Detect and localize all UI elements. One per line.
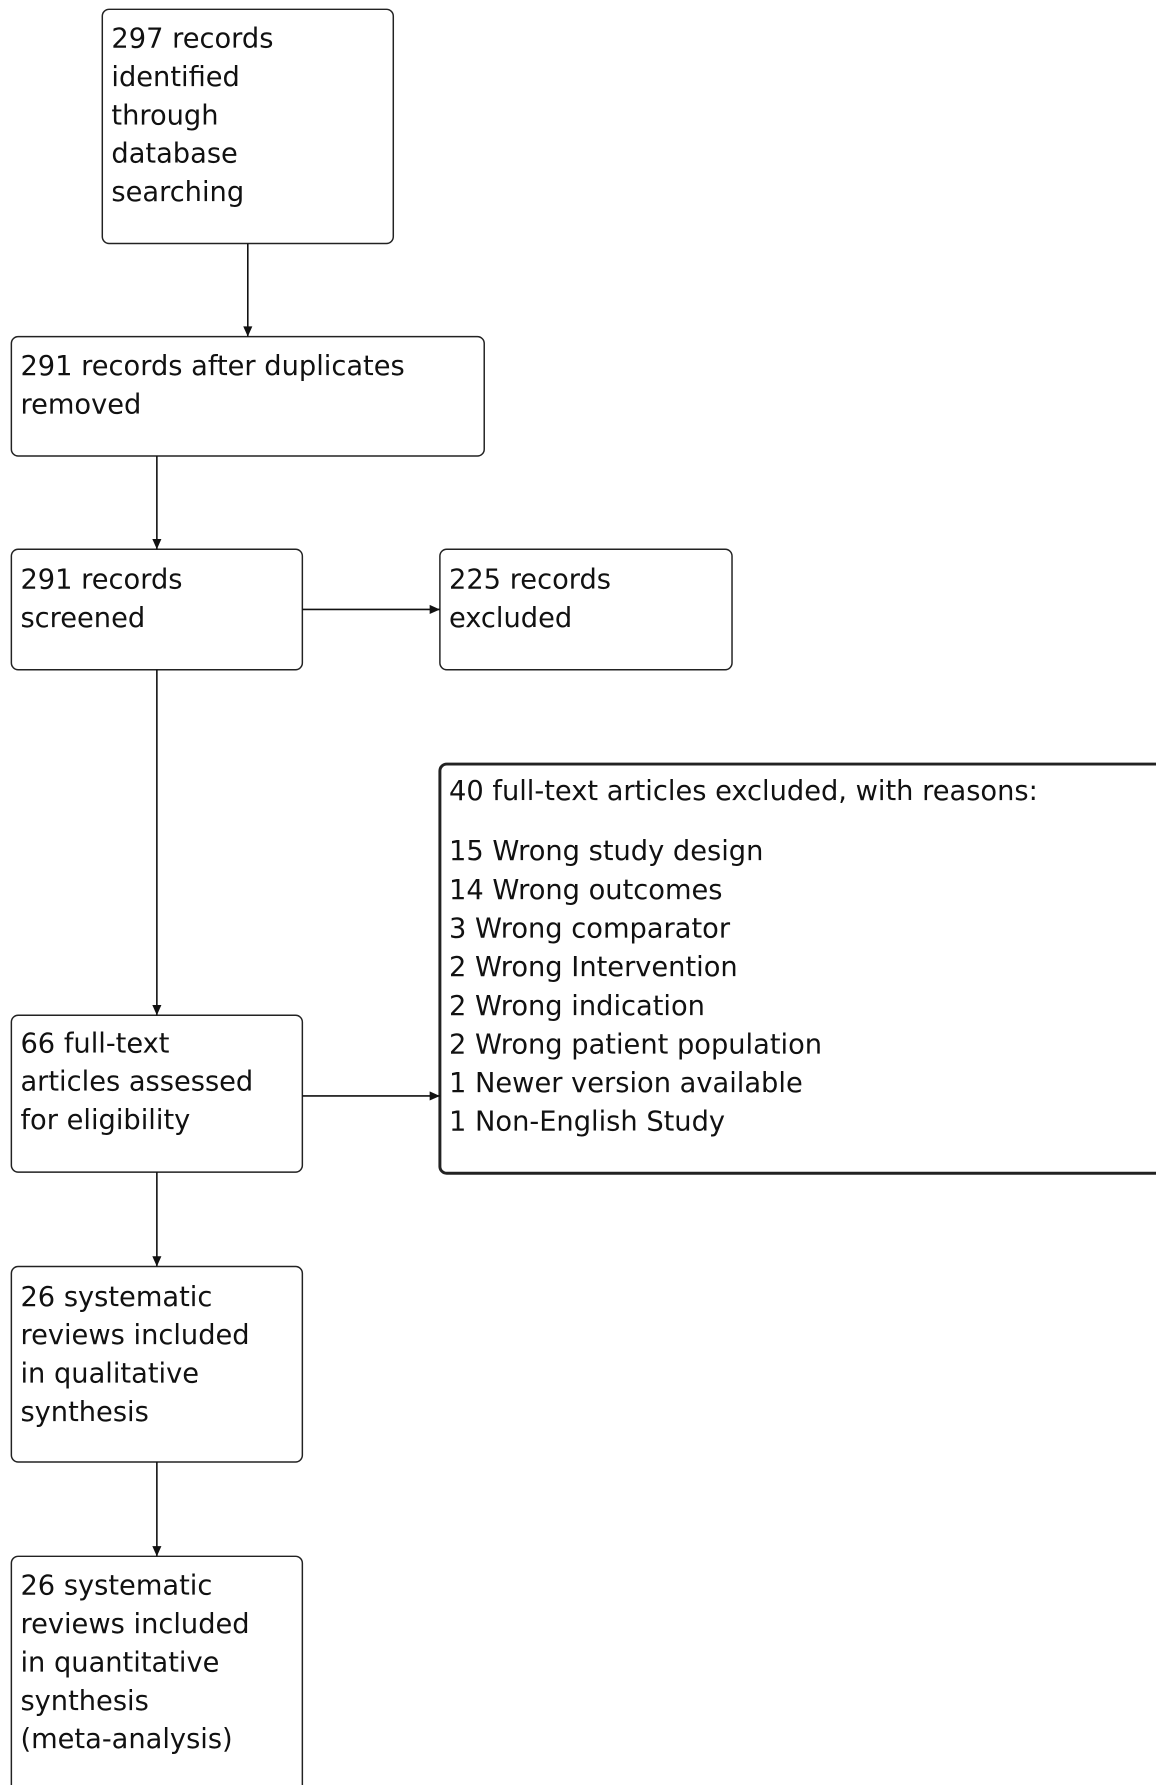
exclusion-box <box>438 762 1156 1175</box>
exclusion-reason: 1 Newer version available <box>449 1068 803 1099</box>
box-text: 26 systematic <box>20 1282 212 1313</box>
exclusion-reason: 15 Wrong study design <box>449 836 763 867</box>
exclusion-reason: 1 Non-English Study <box>449 1107 725 1138</box>
arrow-head <box>243 326 253 337</box>
box-text: in quantitative <box>20 1647 219 1678</box>
box-text: through <box>111 100 218 131</box>
box-text: identified <box>111 62 239 93</box>
box-text: excluded <box>449 603 572 634</box>
box-text: database <box>111 139 237 170</box>
box-text: in qualitative <box>20 1359 199 1390</box>
box-text: 225 records <box>449 565 611 596</box>
arrow-head <box>152 1256 162 1267</box>
box-text: synthesis <box>20 1686 148 1717</box>
arrow-head <box>429 604 440 615</box>
box-text: 291 records after duplicates <box>20 351 404 382</box>
box-text: synthesis <box>20 1397 148 1428</box>
exclusion-reason: 2 Wrong indication <box>449 991 705 1022</box>
box-text: 26 systematic <box>20 1571 212 1602</box>
arrow-head <box>152 538 162 550</box>
box-text: screened <box>20 603 145 634</box>
box-text: searching <box>111 177 244 208</box>
arrow-head <box>152 1005 162 1016</box>
arrow-head <box>429 1091 440 1101</box>
box-text: 66 full-text <box>20 1028 169 1059</box>
box-text: 297 records <box>111 23 273 54</box>
exclusion-reason: 3 Wrong comparator <box>449 914 731 945</box>
box-text: articles assessed <box>20 1067 253 1098</box>
box-text: (meta-analysis) <box>20 1724 232 1755</box>
box-text: reviews included <box>20 1609 249 1640</box>
box-text: 291 records <box>20 565 182 596</box>
box-text: for eligibility <box>20 1105 190 1136</box>
arrow-head <box>152 1546 162 1557</box>
exclusion-reason: 14 Wrong outcomes <box>449 875 723 906</box>
box-text: removed <box>20 389 141 420</box>
box-text: reviews included <box>20 1320 249 1351</box>
exclusion-title: 40 full-text articles excluded, with rea… <box>449 776 1038 807</box>
exclusion-reason: 2 Wrong Intervention <box>449 952 738 983</box>
exclusion-reason: 2 Wrong patient population <box>449 1029 822 1060</box>
